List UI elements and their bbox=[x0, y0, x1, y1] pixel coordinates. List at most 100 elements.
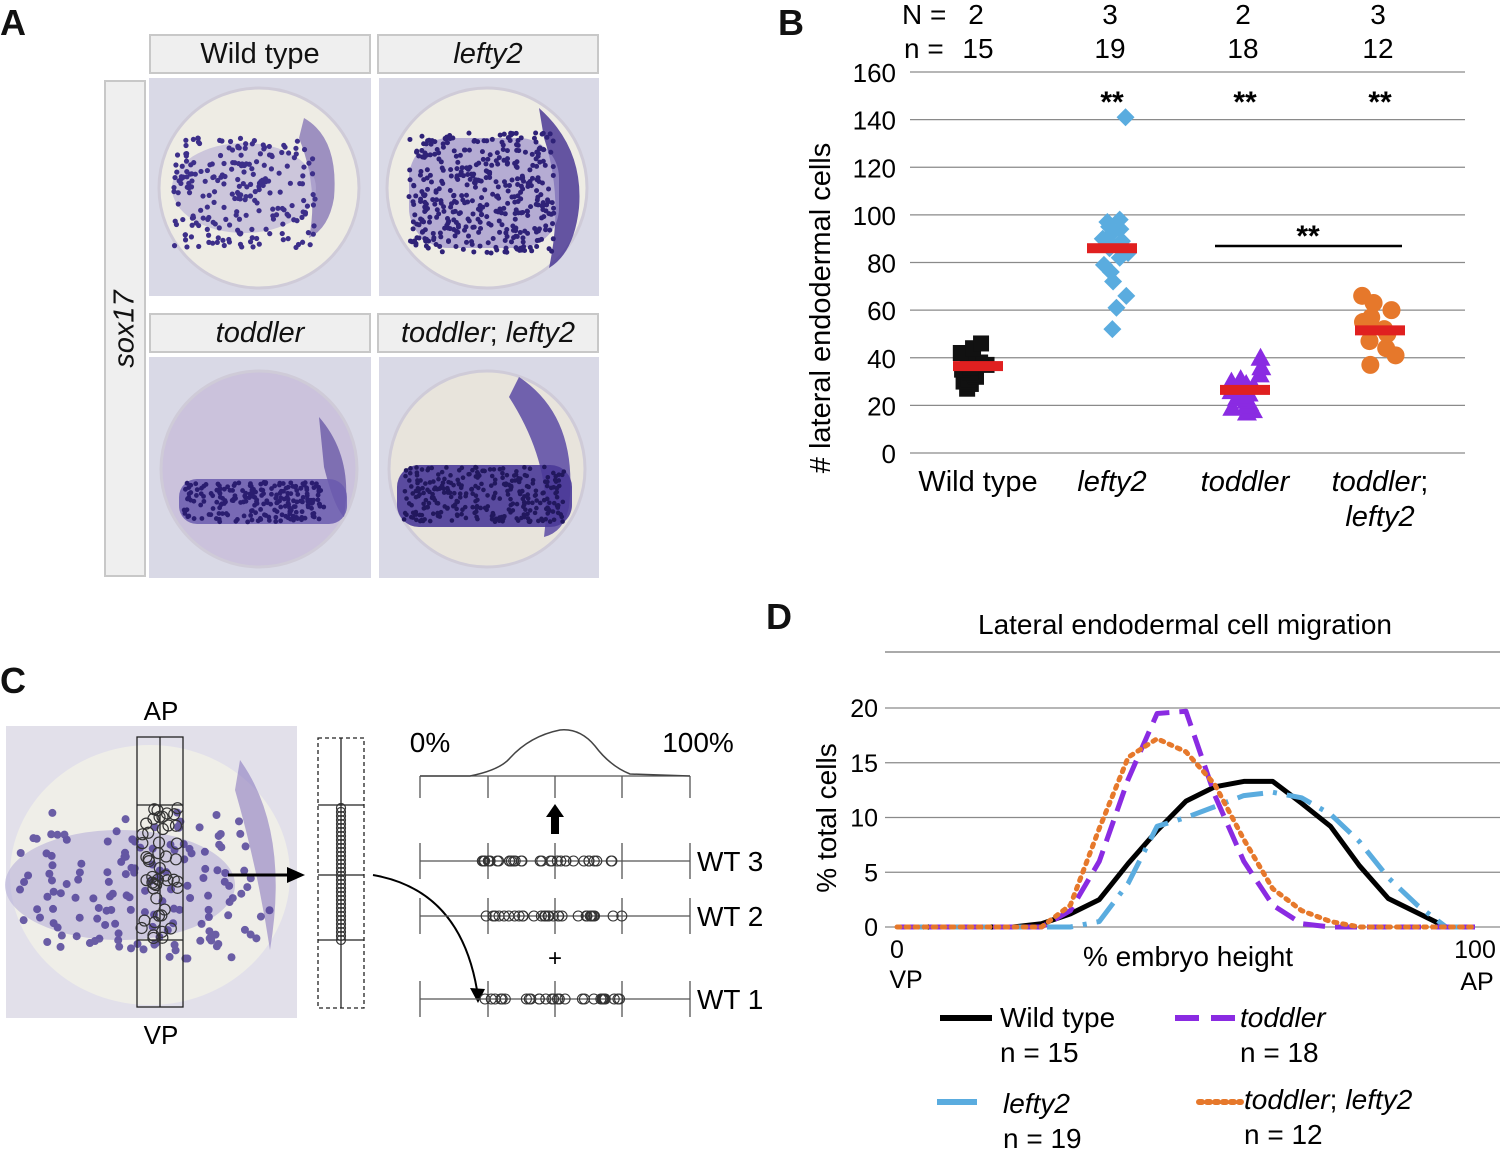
cell-dot bbox=[452, 233, 458, 239]
cell-dot bbox=[419, 133, 425, 139]
cell-dot bbox=[49, 887, 58, 896]
cell-marker bbox=[485, 993, 497, 1005]
cell-marker bbox=[536, 855, 548, 867]
cell-dot bbox=[421, 501, 426, 507]
cell-dot bbox=[236, 829, 245, 838]
cell-marker bbox=[335, 934, 347, 946]
cell-dot bbox=[407, 177, 413, 183]
cell-marker bbox=[608, 993, 620, 1005]
cell-dot bbox=[35, 913, 44, 922]
cell-dot bbox=[261, 162, 267, 168]
cell-dot bbox=[464, 182, 470, 188]
cell-marker bbox=[335, 922, 347, 934]
cell-marker bbox=[146, 870, 159, 884]
legend-item-toddler: toddler n = 18 bbox=[1175, 1002, 1327, 1068]
cell-dot bbox=[309, 480, 315, 486]
cell-dot bbox=[300, 494, 306, 500]
cell-dot bbox=[410, 219, 416, 225]
cell-marker bbox=[553, 993, 565, 1005]
header-toddler: toddler bbox=[149, 313, 371, 353]
x-tick-min-sub: VP bbox=[889, 966, 922, 994]
cell-dot bbox=[537, 159, 543, 165]
cell-dot bbox=[547, 519, 553, 524]
cell-dot bbox=[407, 167, 413, 173]
cell-dot bbox=[294, 218, 300, 224]
cell-dot bbox=[437, 230, 443, 236]
cell-dot bbox=[200, 847, 209, 856]
cell-dot bbox=[503, 482, 508, 488]
cell-dot bbox=[243, 212, 249, 218]
cell-dot bbox=[431, 479, 436, 484]
cell-dot bbox=[285, 496, 291, 502]
cell-dot bbox=[549, 200, 555, 206]
cell-dot bbox=[448, 167, 454, 173]
cell-dot bbox=[485, 156, 491, 162]
cell-marker bbox=[591, 855, 603, 867]
cell-dot bbox=[265, 906, 274, 915]
cell-dot bbox=[184, 480, 190, 486]
cell-marker bbox=[135, 921, 148, 935]
cell-dot bbox=[466, 472, 471, 477]
cell-dot bbox=[487, 175, 493, 181]
cell-dot bbox=[290, 483, 296, 489]
cell-dot bbox=[530, 500, 535, 506]
cell-dot bbox=[213, 516, 219, 521]
cell-dot bbox=[57, 931, 66, 940]
cell-dot bbox=[459, 165, 465, 171]
cell-dot bbox=[174, 169, 180, 175]
cell-marker bbox=[335, 906, 347, 918]
cell-dot bbox=[302, 211, 308, 217]
cell-dot bbox=[508, 496, 513, 502]
cell-dot bbox=[273, 495, 279, 501]
cell-dot bbox=[501, 205, 507, 211]
data-point bbox=[1377, 339, 1396, 358]
cell-dot bbox=[295, 492, 301, 497]
cell-dot bbox=[226, 236, 232, 243]
cell-dot bbox=[421, 490, 426, 496]
cell-dot bbox=[207, 936, 216, 945]
cell-dot bbox=[299, 239, 306, 245]
cell-dot bbox=[530, 481, 536, 486]
cell-dot bbox=[299, 509, 305, 515]
cell-dot bbox=[120, 852, 129, 861]
cell-dot bbox=[477, 243, 483, 249]
x-tick-max: 100 bbox=[1454, 936, 1496, 964]
cell-dot bbox=[415, 488, 421, 494]
cell-dot bbox=[200, 193, 206, 199]
cell-marker bbox=[584, 910, 596, 922]
cell-dot bbox=[214, 939, 223, 948]
cell-dot bbox=[305, 504, 311, 510]
cell-dot bbox=[489, 136, 495, 142]
cell-dot bbox=[183, 137, 189, 143]
cell-dot bbox=[280, 237, 286, 243]
cell-dot bbox=[172, 174, 178, 181]
cell-dot bbox=[499, 210, 505, 216]
cell-dot bbox=[206, 192, 212, 199]
cell-dot bbox=[199, 516, 205, 521]
cell-dot bbox=[438, 234, 444, 240]
data-point bbox=[1110, 210, 1129, 229]
cell-dot bbox=[229, 166, 235, 172]
cell-dot bbox=[299, 214, 305, 221]
cell-dot bbox=[459, 511, 464, 517]
cell-dot bbox=[462, 227, 468, 233]
n-group-value: 3 bbox=[1102, 0, 1118, 30]
cell-dot bbox=[321, 504, 327, 510]
cell-dot bbox=[191, 516, 197, 521]
cell-dot bbox=[304, 493, 310, 498]
cell-dot bbox=[263, 226, 269, 232]
cell-marker bbox=[559, 993, 571, 1005]
cell-dot bbox=[474, 505, 479, 511]
cell-dot bbox=[456, 481, 462, 487]
cell-dot bbox=[438, 200, 444, 206]
cell-dot bbox=[454, 175, 460, 181]
cell-dot bbox=[187, 849, 196, 858]
cell-dot bbox=[316, 487, 322, 493]
cell-dot bbox=[522, 494, 527, 499]
cell-dot bbox=[414, 517, 419, 523]
cell-dot bbox=[194, 487, 200, 493]
cell-dot bbox=[533, 488, 539, 494]
cell-dot bbox=[257, 151, 263, 157]
cell-dot bbox=[471, 224, 477, 230]
cell-dot bbox=[454, 506, 459, 512]
